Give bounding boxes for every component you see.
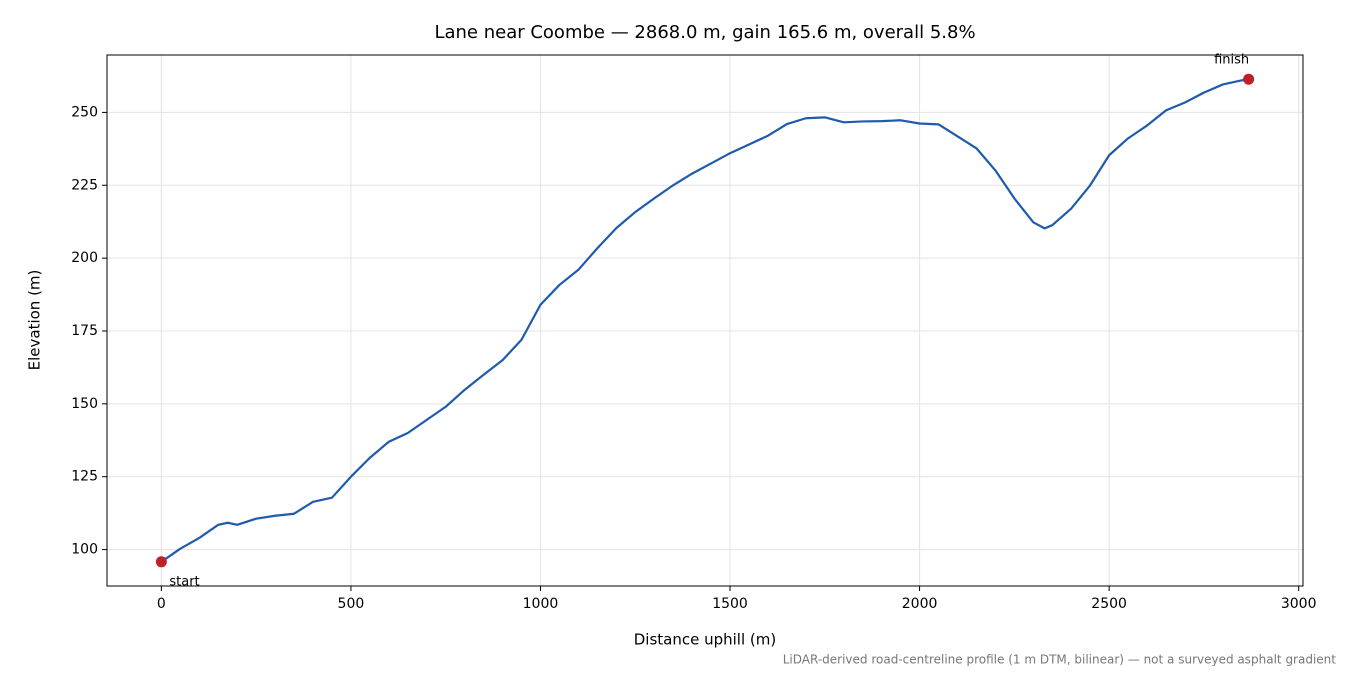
endpoint-marker <box>155 556 167 568</box>
elevation-line <box>160 78 1249 563</box>
x-tick-label: 1500 <box>712 596 748 612</box>
y-axis-label: Elevation (m) <box>26 270 44 371</box>
x-tick-label: 500 <box>338 596 365 612</box>
x-tick-label: 2500 <box>1091 596 1127 612</box>
y-tick-label: 150 <box>71 396 98 412</box>
y-tick-label: 200 <box>71 250 98 266</box>
endpoint-annotation: finish <box>1214 53 1249 68</box>
x-tick-label: 3000 <box>1281 596 1317 612</box>
y-tick-label: 250 <box>71 104 98 120</box>
y-tick-label: 100 <box>71 542 98 558</box>
footnote: LiDAR-derived road-centreline profile (1… <box>783 653 1337 667</box>
x-tick-label: 0 <box>157 596 166 612</box>
plot-frame <box>106 54 1304 587</box>
chart-title: Lane near Coombe — 2868.0 m, gain 165.6 … <box>434 22 975 43</box>
x-tick-label: 1000 <box>523 596 559 612</box>
y-tick-label: 175 <box>71 323 98 339</box>
y-tick-label: 125 <box>71 469 98 485</box>
endpoint-annotation: start <box>169 574 199 589</box>
x-tick-label: 2000 <box>902 596 938 612</box>
y-tick-label: 225 <box>71 177 98 193</box>
x-axis-label: Distance uphill (m) <box>634 631 776 649</box>
endpoint-marker <box>1243 73 1255 85</box>
